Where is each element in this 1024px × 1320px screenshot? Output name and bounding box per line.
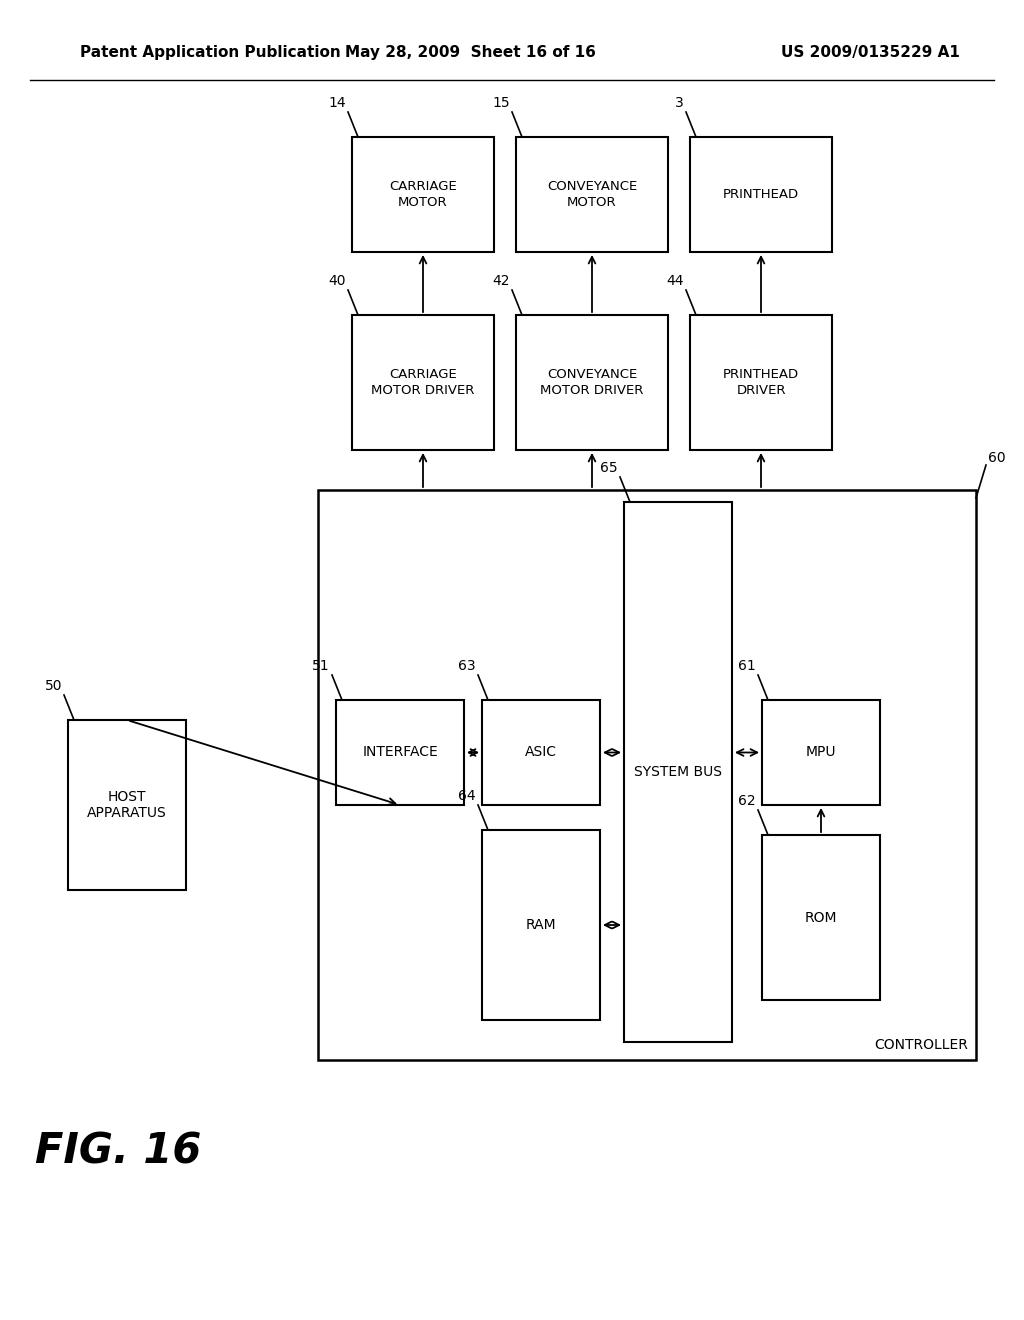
Text: 64: 64 bbox=[459, 789, 476, 803]
Bar bbox=[516, 315, 668, 450]
Text: 3: 3 bbox=[675, 96, 684, 110]
Bar bbox=[482, 700, 600, 805]
Bar bbox=[352, 137, 494, 252]
Text: 62: 62 bbox=[738, 795, 756, 808]
Text: 14: 14 bbox=[329, 96, 346, 110]
Text: 40: 40 bbox=[329, 275, 346, 288]
Bar bbox=[482, 830, 600, 1020]
Bar bbox=[690, 137, 831, 252]
Text: ROM: ROM bbox=[805, 911, 838, 924]
Text: ASIC: ASIC bbox=[525, 746, 557, 759]
Text: RAM: RAM bbox=[525, 917, 556, 932]
Text: Patent Application Publication: Patent Application Publication bbox=[80, 45, 341, 59]
Text: CONVEYANCE
MOTOR: CONVEYANCE MOTOR bbox=[547, 181, 637, 209]
Text: 44: 44 bbox=[667, 275, 684, 288]
Text: HOST
APPARATUS: HOST APPARATUS bbox=[87, 789, 167, 820]
Text: US 2009/0135229 A1: US 2009/0135229 A1 bbox=[780, 45, 959, 59]
Text: CONVEYANCE
MOTOR DRIVER: CONVEYANCE MOTOR DRIVER bbox=[541, 368, 644, 396]
Text: 65: 65 bbox=[600, 461, 618, 475]
Bar bbox=[762, 836, 880, 1001]
Text: 61: 61 bbox=[738, 659, 756, 673]
Text: PRINTHEAD
DRIVER: PRINTHEAD DRIVER bbox=[723, 368, 799, 396]
Bar bbox=[624, 502, 732, 1041]
Text: CONTROLLER: CONTROLLER bbox=[874, 1038, 968, 1052]
Text: MPU: MPU bbox=[806, 746, 837, 759]
Text: 42: 42 bbox=[493, 275, 510, 288]
Text: 15: 15 bbox=[493, 96, 510, 110]
Text: 51: 51 bbox=[312, 659, 330, 673]
Text: SYSTEM BUS: SYSTEM BUS bbox=[634, 766, 722, 779]
Text: PRINTHEAD: PRINTHEAD bbox=[723, 187, 799, 201]
Text: 63: 63 bbox=[459, 659, 476, 673]
Text: INTERFACE: INTERFACE bbox=[362, 746, 438, 759]
Bar bbox=[68, 719, 186, 890]
Bar bbox=[690, 315, 831, 450]
Bar bbox=[516, 137, 668, 252]
Text: 50: 50 bbox=[44, 678, 62, 693]
Bar bbox=[352, 315, 494, 450]
Text: May 28, 2009  Sheet 16 of 16: May 28, 2009 Sheet 16 of 16 bbox=[344, 45, 595, 59]
Bar bbox=[336, 700, 464, 805]
Bar bbox=[762, 700, 880, 805]
Bar bbox=[318, 490, 976, 1060]
Text: 60: 60 bbox=[988, 451, 1006, 465]
Text: CARRIAGE
MOTOR DRIVER: CARRIAGE MOTOR DRIVER bbox=[372, 368, 475, 396]
Text: FIG. 16: FIG. 16 bbox=[35, 1131, 201, 1173]
Text: CARRIAGE
MOTOR: CARRIAGE MOTOR bbox=[389, 181, 457, 209]
